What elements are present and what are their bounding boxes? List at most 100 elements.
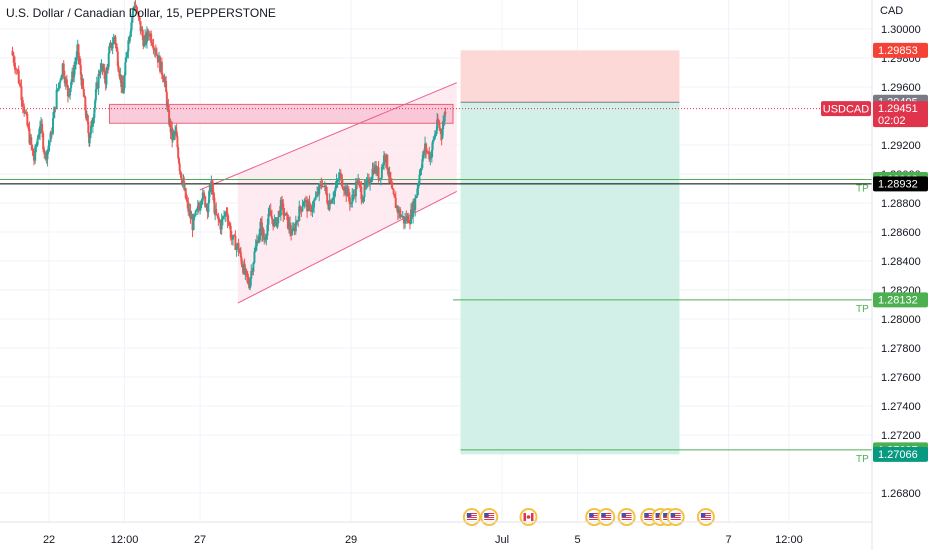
candle-body bbox=[26, 114, 29, 126]
candle-body bbox=[197, 205, 200, 208]
candle-body bbox=[245, 269, 248, 272]
symbol-tag: USDCAD bbox=[823, 104, 870, 116]
candle-body bbox=[122, 88, 125, 94]
candle-body bbox=[264, 239, 267, 241]
candle-body bbox=[165, 81, 168, 93]
candle-body bbox=[390, 182, 393, 188]
candle-body bbox=[419, 170, 422, 175]
candle-body bbox=[371, 168, 374, 179]
flag-leaf bbox=[526, 515, 531, 519]
x-tick-label: 29 bbox=[345, 534, 357, 546]
candle-body bbox=[437, 122, 440, 124]
candle-body bbox=[53, 107, 56, 119]
candle-body bbox=[127, 40, 130, 52]
candle-body bbox=[93, 107, 96, 118]
candle-body bbox=[342, 189, 345, 191]
us-flag-icon[interactable] bbox=[617, 508, 636, 526]
candle-body bbox=[352, 194, 355, 196]
candle-body bbox=[123, 75, 126, 89]
candle-body bbox=[258, 233, 261, 243]
candle-body bbox=[94, 89, 97, 101]
candle-body bbox=[292, 227, 295, 230]
candle-body bbox=[15, 69, 18, 71]
candle-body bbox=[213, 197, 216, 214]
flag-stripe bbox=[484, 517, 495, 518]
candle-body bbox=[336, 179, 339, 181]
candle-body bbox=[426, 151, 429, 153]
candle-body bbox=[131, 9, 134, 18]
candle-body bbox=[156, 55, 159, 63]
candle-body bbox=[87, 121, 90, 134]
candle-body bbox=[289, 222, 292, 232]
candle-body bbox=[380, 166, 383, 179]
event-icons[interactable] bbox=[462, 508, 715, 526]
us-flag-icon[interactable] bbox=[597, 508, 616, 526]
candle-body bbox=[106, 66, 109, 71]
tp-label: TP bbox=[856, 184, 869, 195]
candle-body bbox=[282, 203, 285, 215]
candle-body bbox=[387, 169, 390, 175]
candle-body bbox=[331, 200, 334, 204]
candle-body bbox=[298, 206, 301, 221]
candle-body bbox=[192, 215, 195, 231]
candle-body bbox=[301, 206, 304, 212]
candle-body bbox=[241, 264, 244, 268]
candle-body bbox=[82, 79, 85, 90]
candle-body bbox=[274, 218, 277, 220]
candle-body bbox=[399, 209, 402, 217]
candle-body bbox=[259, 221, 262, 234]
candle-body bbox=[436, 119, 439, 131]
candle-body bbox=[328, 200, 331, 210]
candle-body bbox=[126, 51, 129, 55]
flag-stripe bbox=[670, 515, 681, 516]
candle-body bbox=[360, 186, 363, 200]
candle-body bbox=[125, 57, 128, 63]
candle-body bbox=[428, 151, 431, 160]
candle-body bbox=[176, 136, 179, 148]
candle-body bbox=[413, 201, 416, 211]
candle-body bbox=[177, 147, 180, 158]
candle-body bbox=[118, 71, 121, 77]
candle-body bbox=[270, 216, 273, 220]
candle-body bbox=[316, 192, 319, 197]
candle-body bbox=[63, 76, 66, 84]
candle-body bbox=[389, 171, 392, 181]
candle-body bbox=[77, 44, 80, 58]
price-label-text: 1.28932 bbox=[878, 178, 918, 190]
us-flag-icon[interactable] bbox=[696, 508, 715, 526]
candle-body bbox=[442, 120, 445, 130]
candle-body bbox=[422, 151, 425, 160]
candle-body bbox=[98, 73, 101, 75]
candle-body bbox=[262, 229, 265, 237]
candle-body bbox=[272, 219, 275, 227]
candle-body bbox=[359, 183, 362, 187]
ca-flag-icon[interactable] bbox=[519, 508, 538, 526]
price-label-box bbox=[873, 42, 928, 58]
candle-body bbox=[417, 183, 420, 189]
candle-body bbox=[152, 45, 155, 50]
candle-body bbox=[43, 149, 46, 154]
candles bbox=[11, 0, 447, 291]
candle-body bbox=[62, 63, 65, 77]
price-labels: 1.298531.294951.2945102:021.289621.28932… bbox=[821, 42, 928, 462]
us-flag-icon[interactable] bbox=[480, 508, 499, 526]
tp-label: TP bbox=[856, 304, 869, 315]
candle-body bbox=[195, 209, 198, 211]
candle-body bbox=[269, 210, 272, 217]
candle-body bbox=[278, 210, 281, 216]
candle-body bbox=[54, 107, 57, 109]
flag-stripe bbox=[700, 519, 711, 520]
us-flag-icon[interactable] bbox=[462, 508, 481, 526]
flag-stripe bbox=[621, 517, 632, 518]
us-flag-icon[interactable] bbox=[666, 508, 685, 526]
candle-body bbox=[84, 96, 87, 111]
candle-body bbox=[314, 196, 317, 200]
candle-body bbox=[237, 243, 240, 253]
candle-body bbox=[48, 141, 51, 146]
candle-body bbox=[381, 165, 384, 167]
candle-body bbox=[334, 187, 337, 192]
candle-body bbox=[431, 141, 434, 151]
x-tick-label: Jul bbox=[495, 534, 509, 546]
candle-body bbox=[88, 133, 91, 144]
